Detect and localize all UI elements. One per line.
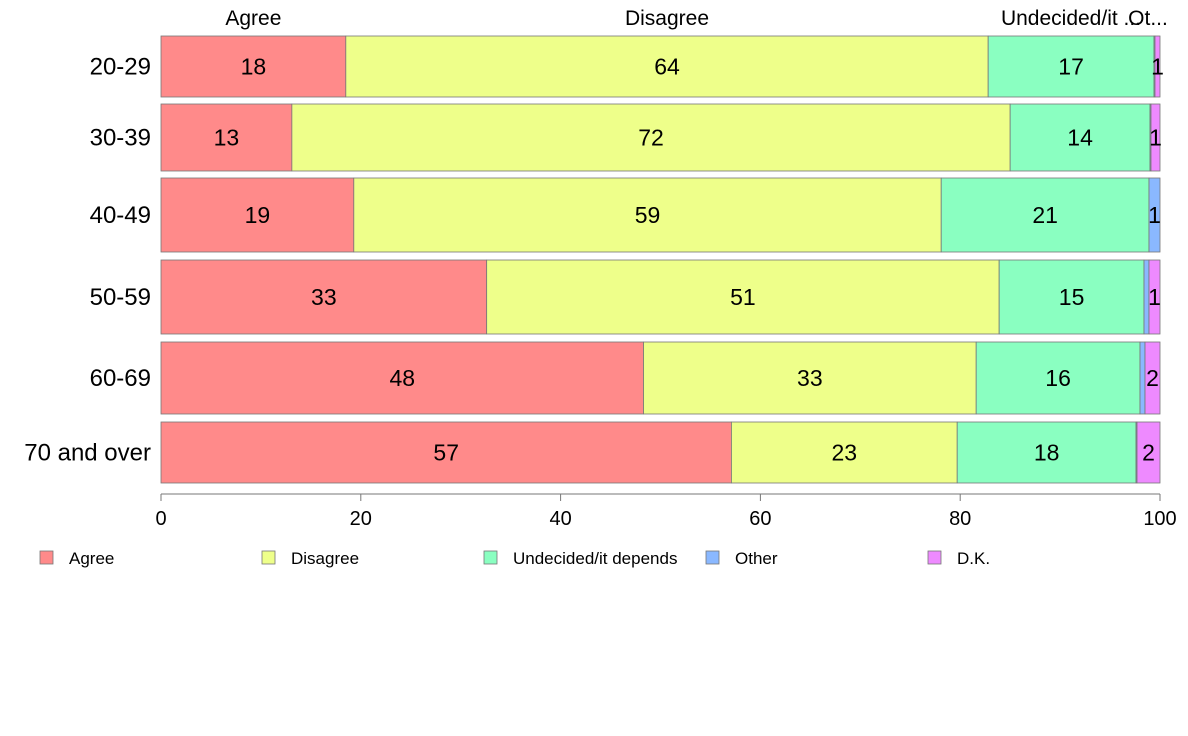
legend-swatch — [927, 550, 942, 565]
bar-value-label: 1 — [1149, 125, 1162, 151]
bar-value-label: 18 — [1034, 440, 1060, 466]
bar-segment — [291, 103, 1011, 172]
bar-segment — [987, 35, 1155, 98]
bar-value-label: 57 — [433, 440, 459, 466]
row-labels: 20-29 30-39 40-49 50-59 60-69 70 and over — [24, 54, 151, 467]
x-tick-label: 100 — [1143, 508, 1176, 530]
bar-value-label: 14 — [1067, 125, 1093, 151]
x-tick-label: 0 — [155, 508, 166, 530]
bar-value-label: 18 — [241, 54, 267, 80]
bar-segment — [998, 259, 1145, 335]
bar-segment — [486, 259, 1000, 335]
bar-segment — [160, 259, 488, 335]
row-label: 60-69 — [90, 365, 151, 392]
legend-swatch — [261, 550, 276, 565]
bar-segment — [1148, 177, 1161, 253]
bar-value-label: 2 — [1142, 440, 1155, 466]
bar-value-label: 13 — [214, 125, 240, 151]
x-tick-label: 60 — [749, 508, 771, 530]
bar-segment — [956, 421, 1137, 484]
legend-swatch — [705, 550, 720, 565]
legend-swatch — [39, 550, 54, 565]
bar-value-label: 51 — [730, 284, 756, 310]
legend-label: Agree — [69, 549, 114, 568]
bar-value-label: 1 — [1148, 202, 1161, 228]
bar-value-label: 48 — [389, 365, 415, 391]
x-tick-label: 40 — [549, 508, 571, 530]
bar-value-label: 21 — [1032, 202, 1058, 228]
x-axis: 0 20 40 60 80 100 — [155, 493, 1177, 530]
bar-segment — [1144, 341, 1161, 415]
bar-value-label: 17 — [1058, 54, 1084, 80]
bar-value-label: 64 — [654, 54, 680, 80]
x-tick-label: 80 — [949, 508, 971, 530]
bars-group: 18 64 17 1 13 72 14 1 19 59 21 1 33 51 15 1 48 33 16 2 57 23 1… — [160, 35, 1164, 484]
top-label-4: Ot... — [1128, 7, 1168, 30]
bar-segment — [1136, 421, 1161, 484]
legend: Agree Disagree Undecided/it depends Other D.… — [39, 549, 990, 568]
bar-segment — [1009, 103, 1151, 172]
legend-swatch — [483, 550, 498, 565]
bar-segment — [160, 177, 355, 253]
bar-segment — [160, 421, 732, 484]
row-label: 70 and over — [24, 440, 151, 467]
bar-value-label: 1 — [1151, 54, 1164, 80]
bar-segment — [1150, 103, 1161, 172]
bar-value-label: 23 — [832, 440, 858, 466]
legend-label: Other — [735, 549, 778, 568]
bar-segment — [160, 103, 293, 172]
top-label-2: Disagree — [625, 7, 709, 30]
bar-segment — [1139, 341, 1146, 415]
bar-segment — [1154, 35, 1161, 98]
legend-label: Disagree — [291, 549, 359, 568]
bar-segment — [353, 177, 942, 253]
bar-value-label: 16 — [1045, 365, 1071, 391]
bar-segment — [160, 35, 347, 98]
bar-value-label: 72 — [638, 125, 664, 151]
bar-segment — [345, 35, 989, 98]
bar-value-label: 59 — [635, 202, 661, 228]
x-tick-label: 20 — [350, 508, 372, 530]
bar-segment — [160, 341, 644, 415]
bar-segment — [975, 341, 1141, 415]
bar-value-label: 2 — [1146, 365, 1159, 391]
bar-value-label: 19 — [245, 202, 271, 228]
top-category-labels: Agree Disagree Undecided/it ...Ot... — [225, 7, 1167, 30]
row-label: 40-49 — [90, 202, 151, 229]
bar-value-label: 15 — [1059, 284, 1085, 310]
row-label: 30-39 — [90, 125, 151, 152]
bar-value-label: 33 — [797, 365, 823, 391]
top-label-3: Undecided/it ... — [1001, 7, 1141, 30]
bar-value-label: 33 — [311, 284, 337, 310]
top-label-1: Agree — [225, 7, 281, 30]
bar-value-label: 1 — [1148, 284, 1161, 310]
row-label: 50-59 — [90, 284, 151, 311]
bar-segment — [1148, 259, 1161, 335]
legend-label: Undecided/it depends — [513, 549, 677, 568]
bar-segment — [643, 341, 977, 415]
legend-label: D.K. — [957, 549, 990, 568]
row-label: 20-29 — [90, 54, 151, 81]
